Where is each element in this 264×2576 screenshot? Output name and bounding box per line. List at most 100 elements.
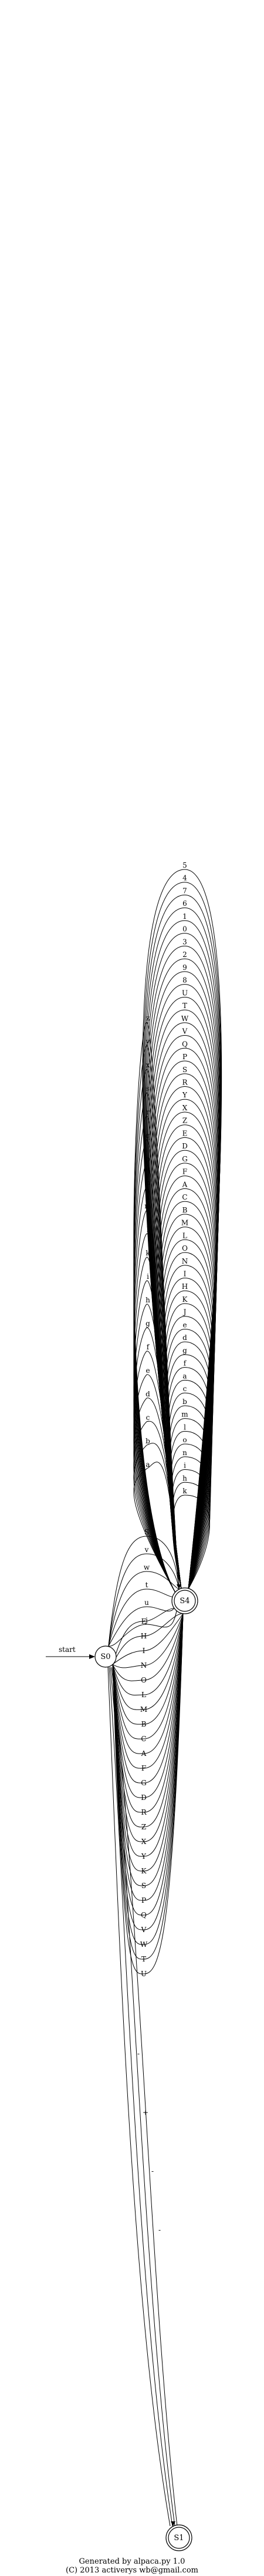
edge-label-s4-self: M [181,1219,188,1227]
edge-label-s4-self: U [182,989,188,997]
edge-label-s4-loop-left: f [147,1343,150,1351]
edge-label-s0-s1: - [137,2050,140,2058]
edge-s4-loop-left [133,1233,180,1594]
edge-label-s0-s4: K [141,1867,147,1875]
edge-label-s4-self: V [182,1027,188,1036]
edge-s4-self [172,1494,210,1590]
edge-label-s0-s1: - [158,2226,161,2234]
edge-label-s4-self: e [182,1321,187,1329]
edge-label-s4-self: D [182,1142,188,1150]
edge-label-s0-s4: G [141,1779,147,1787]
edge-s0-s4 [112,1613,184,1930]
edge-label-s0-s4: M [140,1705,147,1714]
edge-s0-s4 [112,1613,184,1828]
edge-label-s4-self: J [182,1308,187,1316]
edge-label-s0-s4: S [141,1882,146,1890]
edge-label-s4-self: N [182,1257,188,1265]
edge-s0-s4 [112,1613,184,1901]
footer-line-2: (C) 2013 activerys wb@gmail.com [66,2566,198,2575]
edge-s0-s4 [112,1613,184,1739]
edge-label-s4-self: 7 [182,886,187,895]
edge-label-s4-self: Y [182,1091,188,1099]
edge-label-s4-self: 9 [182,963,187,972]
edge-label-s0-s4: P [141,1896,146,1905]
edge-label-s4-loop-left: p [145,1155,150,1163]
edges-layer [107,869,222,2527]
edge-s0-s4 [112,1613,184,1696]
edge-s4-loop-left [133,1280,180,1594]
edge-s0-s4 [112,1613,184,1710]
edge-s0-s4 [112,1608,184,1665]
edge-label-s4-self: F [182,1168,187,1176]
edge-label-s0-s4: W [140,1940,148,1949]
edge-label-s4-self: 8 [182,976,187,985]
edge-label-s0-s4: T [141,1955,146,1963]
edge-label-s0-s4: N [141,1661,147,1670]
edge-label-s0-s4: V [141,1926,147,1934]
edge-label-s4-loop-left: h [145,1296,150,1304]
edge-s0-s4 [112,1613,184,1668]
edge-label-s4-self: g [182,1346,187,1355]
edge-label-s4-loop-left: q [145,1131,150,1140]
edge-label-s0-s4: F [141,1764,146,1772]
edge-label-s4-self: a [182,1372,187,1380]
state-s4: S4 [171,1587,198,1614]
edge-label-s0-s4: t [145,1581,148,1589]
edge-label-s4-self: m [181,1410,188,1419]
edge-label-s4-loop-left: r [146,1108,150,1116]
edge-label-s4-self: o [182,1436,187,1444]
edge-s0-s4 [112,1613,184,1960]
edge-s0-s4 [108,1571,180,1647]
edge-s0-s4 [112,1613,184,1665]
edge-s0-s4 [112,1613,184,1974]
edge-label-s4-self: 4 [182,874,187,882]
edge-s4-loop-left [133,1257,180,1594]
edge-s0-s4 [112,1613,184,1872]
edge-s0-s1 [107,1667,171,2527]
edge-label-s4-loop-left: z [146,1014,150,1022]
edge-label-s0-s4: R [141,1808,147,1816]
edge-s0-s4 [112,1613,184,1769]
edge-label-s4-self: C [182,1193,187,1201]
state-s1-label: S1 [174,2534,184,2543]
edge-label-s4-self: c [183,1385,187,1393]
edge-s0-s1 [109,1667,173,2527]
edge-s0-s4 [108,1553,180,1647]
edge-label-s4-self: R [182,1078,188,1086]
edge-label-s4-self: 0 [182,925,187,933]
edge-s0-s4 [112,1613,184,1813]
edge-label-s0-s4: D [141,1794,147,1802]
edge-label-s4-loop-left: l [147,1225,149,1234]
edge-label-s0-s4: C [141,1735,146,1743]
edge-label-s4-loop-left: b [145,1437,150,1445]
state-s0-label: S0 [100,1653,110,1661]
edge-label-s0-s4: L [141,1691,146,1699]
edge-label-s4-loop-left: e [145,1366,150,1375]
edge-label-s4-self: A [182,1180,188,1188]
edge-s4-loop-left [133,1443,180,1594]
edge-s4-loop-left [133,1351,180,1594]
edge-s0-s4 [112,1613,184,1798]
edge-label-s4-loop-left: y [145,1037,150,1046]
edge-label-s4-self: 3 [182,938,187,946]
edge-s0-s4 [112,1613,184,1681]
edge-label-s4-loop-left: m [144,1202,151,1210]
edge-s4-loop-left [133,1327,180,1594]
edge-label-s4-self: L [182,1231,187,1240]
arrowhead-s4 [177,1584,181,1589]
edge-label-s4-self: H [182,1282,188,1291]
edge-label-s4-self: 1 [182,912,187,921]
edge-label-s0-s4: Y [141,1852,147,1860]
edge-label-s4-self: P [182,1053,187,1061]
edge-label-s0-s4: Z [141,1823,146,1831]
edge-s0-s1 [111,1667,178,2527]
edge-label-s0-s4: O [141,1676,147,1684]
edge-label-s0-s1: + [143,2108,148,2117]
edge-s4-loop-left [133,1420,180,1594]
edge-s4-loop-left [133,1304,180,1594]
edge-s0-s4 [112,1613,184,1945]
edge-label-s4-self: Z [182,1117,187,1125]
edge-s0-s4 [108,1536,180,1647]
state-s0: S0 [94,1645,117,1668]
edge-label-s4-self: f [184,1359,187,1368]
